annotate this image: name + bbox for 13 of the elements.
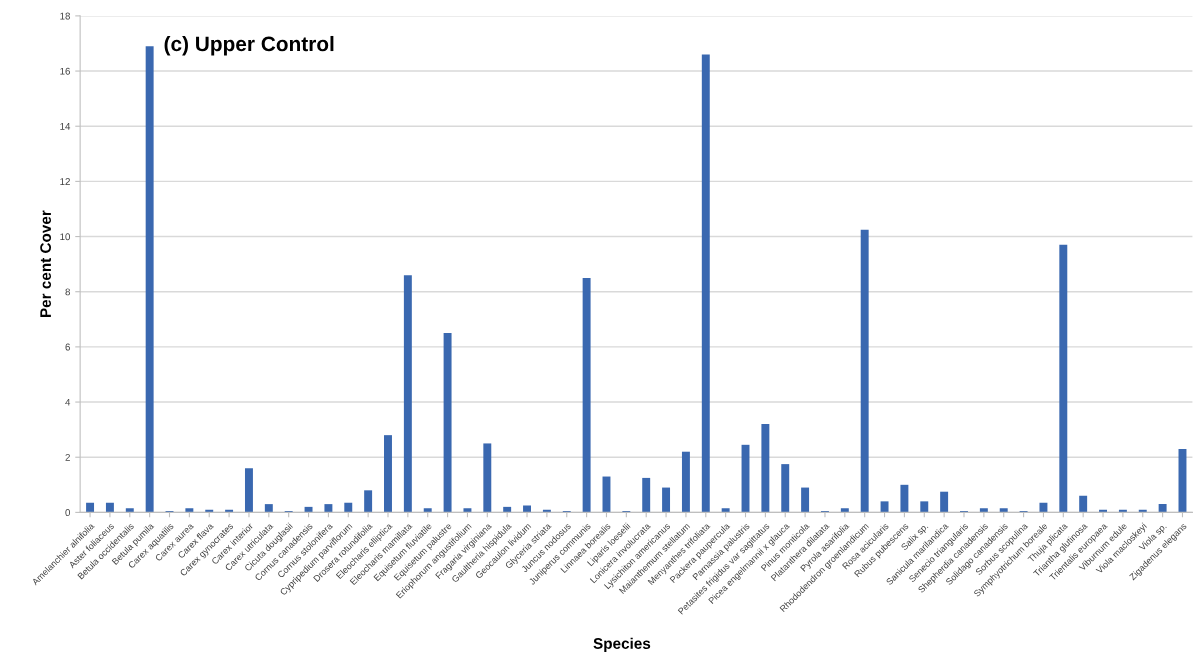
y-tick-label: 8 [65,288,70,296]
y-axis-title: Per cent Cover [40,210,52,318]
x-axis-title: Species [593,637,651,652]
y-tick-label: 18 [60,12,70,20]
y-tick-label: 2 [65,453,70,461]
y-tick-label: 0 [65,509,71,517]
y-tick-label: 12 [60,178,70,185]
y-tick-label: 16 [60,67,70,75]
y-tick-label: 4 [65,398,71,406]
y-tick-label: 10 [60,233,71,241]
y-tick-label: 6 [65,343,70,351]
y-tick-label: 14 [60,123,71,130]
text: (c) Upper Control [164,35,334,56]
